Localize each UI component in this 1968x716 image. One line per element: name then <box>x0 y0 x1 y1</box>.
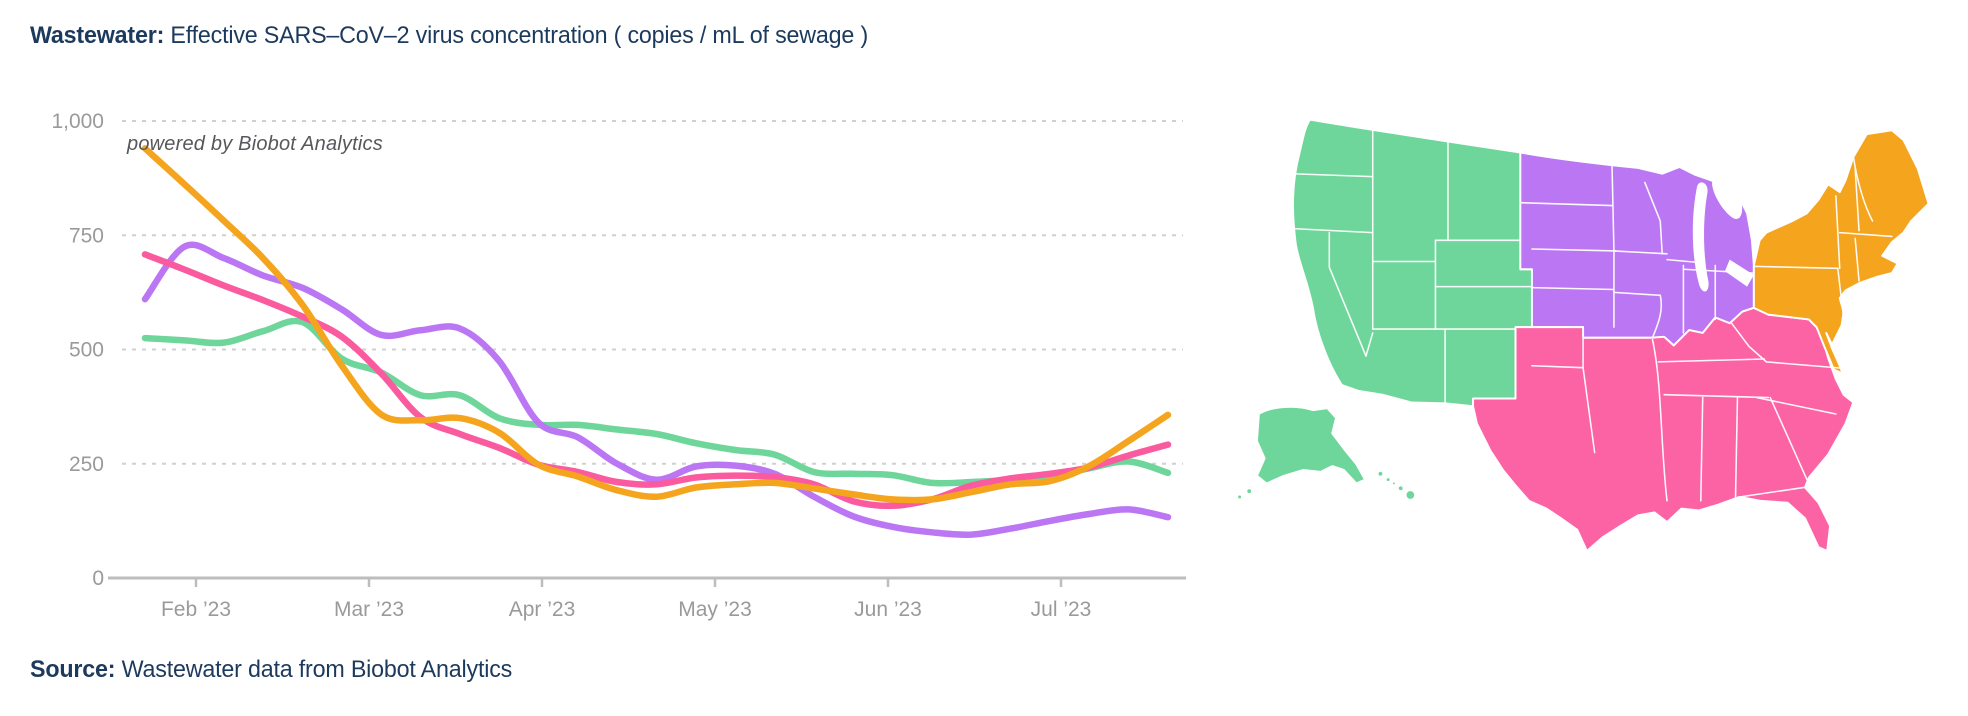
series-line-northeast[interactable] <box>141 145 1172 504</box>
map-aleutian-island <box>1236 493 1243 501</box>
state-border-lines <box>1290 129 1893 502</box>
series-line-midwest[interactable] <box>141 241 1172 538</box>
x-tick-label: Feb ’23 <box>161 598 231 621</box>
source-caption-bold: Source: <box>30 656 116 683</box>
x-tick-label: Jun ’23 <box>854 598 922 621</box>
x-tick-label: Mar ’23 <box>334 598 404 621</box>
biobot-watermark: powered by Biobot Analytics <box>127 133 383 155</box>
map-hawaii-island[interactable] <box>1384 476 1392 483</box>
y-tick-label: 1,000 <box>51 110 104 133</box>
map-hawaii-island[interactable] <box>1404 489 1417 501</box>
map-alaska[interactable] <box>1255 405 1366 485</box>
y-tick-label: 250 <box>69 453 104 476</box>
source-caption: Source: Wastewater data from Biobot Anal… <box>30 656 512 684</box>
y-tick-label: 750 <box>69 224 104 247</box>
map-region-south[interactable] <box>1472 306 1855 552</box>
wastewater-line-chart: 0 250 500 750 1,000 Feb ’23 Mar ’23 Apr ’23 May … <box>51 110 1186 621</box>
series-line-west[interactable] <box>141 317 1172 487</box>
map-region-west[interactable] <box>1292 118 1533 408</box>
us-region-map <box>1236 118 1930 552</box>
page-title-rest: Effective SARS–CoV–2 virus concentration… <box>164 22 869 49</box>
map-hawaii-island[interactable] <box>1391 480 1397 487</box>
series-line-south[interactable] <box>141 251 1172 510</box>
y-tick-label: 500 <box>69 339 104 362</box>
page-title: Wastewater: Effective SARS–CoV–2 virus c… <box>30 22 868 50</box>
x-tick-label: Jul ’23 <box>1031 598 1092 621</box>
map-hawaii-island[interactable] <box>1396 484 1405 493</box>
map-hawaii-island[interactable] <box>1376 469 1385 478</box>
y-tick-label: 0 <box>92 567 104 590</box>
source-caption-rest: Wastewater data from Biobot Analytics <box>115 656 513 683</box>
x-tick-label: May ’23 <box>678 598 752 621</box>
x-tick-label: Apr ’23 <box>509 598 576 621</box>
great-lakes <box>1692 180 1754 292</box>
map-aleutian-island <box>1245 487 1254 496</box>
map-region-northeast[interactable] <box>1752 129 1930 375</box>
page-title-bold: Wastewater: <box>30 22 165 49</box>
